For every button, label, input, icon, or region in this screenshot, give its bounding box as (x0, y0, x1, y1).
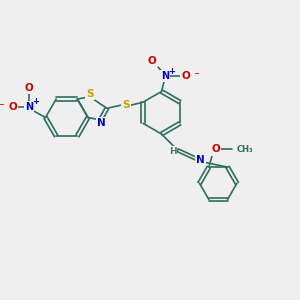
Text: H: H (169, 147, 176, 156)
Text: N: N (161, 71, 169, 81)
Text: N: N (196, 155, 205, 165)
Text: O: O (25, 83, 34, 93)
Text: N: N (98, 118, 106, 128)
Text: S: S (87, 89, 94, 99)
Text: CH₃: CH₃ (237, 145, 253, 154)
Text: ⁻: ⁻ (194, 71, 200, 81)
Text: ⁻: ⁻ (0, 102, 4, 112)
Text: +: + (32, 98, 39, 106)
Text: N: N (25, 102, 33, 112)
Text: O: O (8, 102, 17, 112)
Text: O: O (212, 144, 220, 154)
Text: +: + (168, 67, 175, 76)
Text: S: S (122, 100, 130, 110)
Text: O: O (182, 71, 190, 81)
Text: O: O (148, 56, 157, 66)
